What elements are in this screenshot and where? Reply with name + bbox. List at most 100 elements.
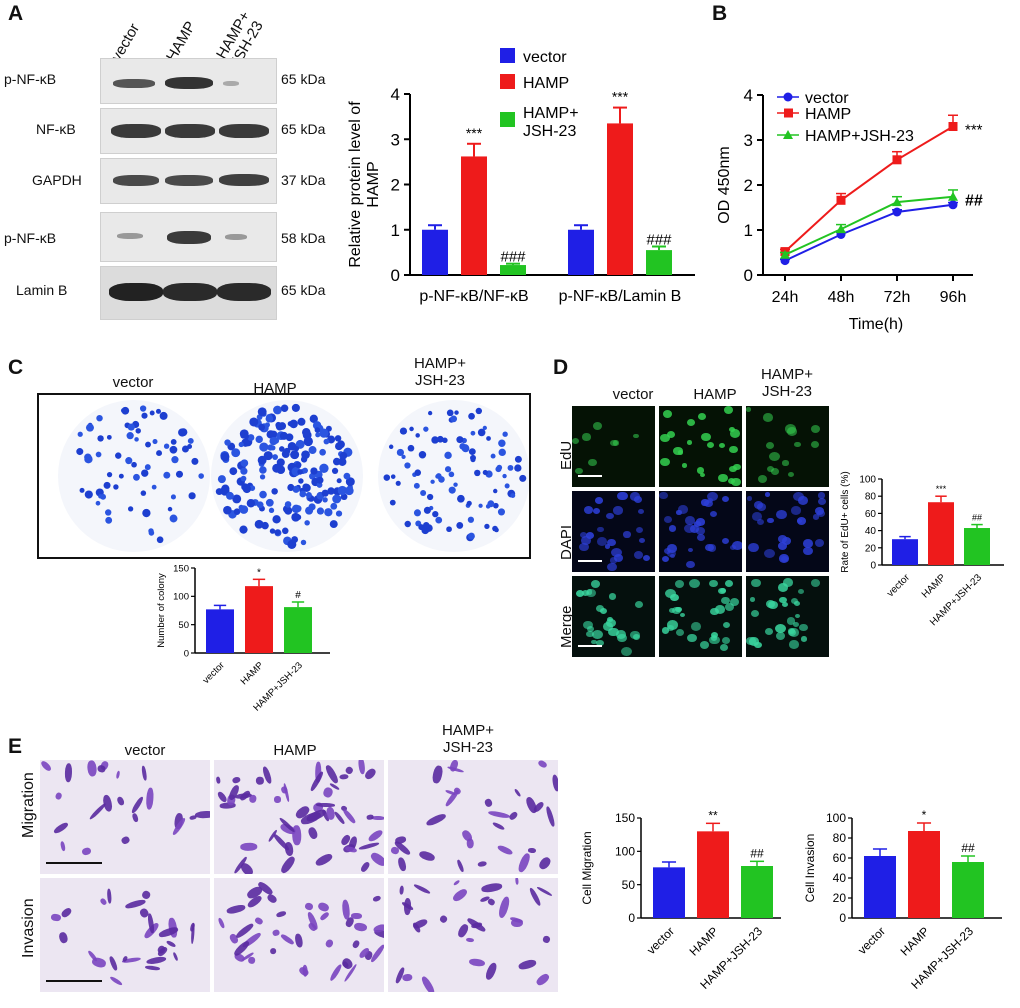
edu-image-tile [572,406,655,487]
colony [84,455,93,464]
colony [95,500,101,506]
colony [269,430,278,439]
colony [259,442,269,452]
colony [423,521,430,529]
colony [514,464,522,472]
colony [395,480,401,486]
data-point [892,155,902,165]
colony [169,514,178,523]
colony [502,473,507,479]
significance-label: ## [750,846,764,860]
panel-letter-e: E [8,735,23,758]
significance-label: ### [646,231,672,248]
legend-swatch-vector [500,48,515,63]
significance-label: * [922,808,927,822]
edu-image-grid [572,406,829,658]
colony [156,450,163,457]
colony [263,451,273,461]
colony [106,472,113,478]
colony [418,451,427,459]
colony [268,507,275,514]
blot-strip [100,266,277,320]
colony [389,499,396,506]
y-axis-label: OD 450nm [716,146,733,223]
colony [302,483,310,491]
colony [470,430,476,436]
x-axis-label: Time(h) [849,316,904,333]
bar [952,862,984,918]
y-tick-label: 60 [865,509,877,520]
colony [388,444,394,450]
y-tick-label: 0 [744,266,753,285]
x-tick-label: 72h [884,289,911,306]
colony [159,411,168,420]
colony [496,464,503,471]
colony [466,500,472,506]
x-tick-label: 24h [772,289,799,306]
colony [156,536,164,544]
x-tick-label: p-NF-κB/NF-κB [419,288,528,305]
colony [175,470,184,478]
chart-d-bar: 0 20 40 60 80 100 Rate of EdU+ cells (%) vector… [840,471,1004,628]
blot-strip [100,158,277,204]
bar [568,229,594,275]
colony [232,494,242,504]
colony [139,405,147,412]
y-tick-label: 0 [184,648,189,659]
colony [95,451,102,458]
colony [198,473,204,479]
legend-marker [784,108,793,118]
colony [407,444,415,452]
colony-plate [378,400,530,552]
colony [238,441,244,448]
colony [444,451,452,460]
legend-marker [783,130,793,139]
y-axis-label: Rate of EdU+ cells (%) [840,471,851,572]
edu-image-tile [572,576,655,657]
colony [170,438,177,445]
colony [297,469,303,475]
colony [98,494,103,499]
transwell-row-label-invasion: Invasion [20,898,37,958]
y-tick-label: 40 [833,871,847,885]
y-tick-label: 150 [173,563,189,574]
lane-header-hamp-jsh23: HAMP+ JSH-23 [213,8,267,70]
colony [76,448,84,456]
colony [338,457,347,466]
data-point [836,224,846,234]
y-tick-label: 150 [615,811,635,825]
colony [343,472,351,480]
data-point [948,191,958,201]
colony [490,453,496,459]
colony [239,505,249,514]
colony [287,441,297,451]
x-tick-label: 48h [828,289,855,306]
colony [336,478,342,484]
bar [964,528,990,565]
series-line [784,195,954,256]
legend-label: vector [805,90,849,107]
colony [446,526,452,533]
x-tick-label: vector [885,572,913,600]
colony [319,463,329,473]
panel-letter-c: C [8,356,24,379]
colony [170,494,176,500]
colony [420,490,427,497]
colony [127,423,135,431]
colony [257,407,267,417]
bar [908,831,940,918]
colony [470,454,476,461]
data-point [948,122,958,131]
series-line [784,125,954,253]
x-tick-label: vector [855,924,888,957]
kda-label: 58 kDa [281,230,326,246]
colony [335,442,343,451]
colony [304,520,310,526]
colony [453,482,458,487]
colony [291,403,300,412]
colony [163,471,171,479]
colony [467,516,475,523]
colony [319,428,329,438]
legend-marker [783,92,793,102]
